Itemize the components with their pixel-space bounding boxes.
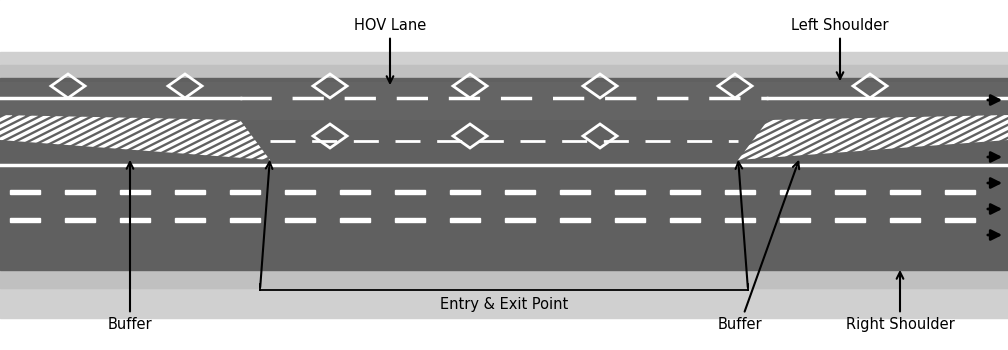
Bar — [450, 218, 480, 222]
Bar — [890, 218, 920, 222]
Bar — [835, 190, 865, 194]
Bar — [615, 218, 645, 222]
Bar — [340, 190, 370, 194]
Bar — [285, 218, 314, 222]
Polygon shape — [738, 115, 1008, 160]
Bar — [0, 288, 1008, 318]
Bar — [670, 190, 700, 194]
Bar — [120, 190, 150, 194]
Bar — [175, 190, 205, 194]
Bar — [505, 218, 535, 222]
Bar — [10, 190, 40, 194]
Bar — [175, 218, 205, 222]
Bar — [890, 190, 920, 194]
Bar — [946, 218, 975, 222]
Bar — [285, 190, 314, 194]
Text: Left Shoulder: Left Shoulder — [791, 18, 889, 79]
Bar — [65, 218, 95, 222]
Bar — [10, 218, 40, 222]
Text: Buffer: Buffer — [108, 162, 152, 332]
Bar — [0, 270, 1008, 288]
Bar — [0, 78, 1008, 270]
Bar — [395, 190, 425, 194]
Polygon shape — [0, 82, 1008, 120]
Bar — [230, 218, 260, 222]
Bar — [560, 190, 590, 194]
Bar — [725, 218, 755, 222]
Bar — [780, 218, 810, 222]
Bar — [835, 218, 865, 222]
Polygon shape — [0, 115, 270, 160]
Bar — [395, 218, 425, 222]
Text: Right Shoulder: Right Shoulder — [846, 272, 955, 332]
Bar — [946, 190, 975, 194]
Bar — [65, 190, 95, 194]
Bar — [230, 190, 260, 194]
Bar — [0, 0, 1008, 52]
Bar — [340, 218, 370, 222]
Bar — [560, 218, 590, 222]
Bar — [0, 65, 1008, 78]
Bar — [505, 190, 535, 194]
Bar — [0, 318, 1008, 350]
Text: HOV Lane: HOV Lane — [354, 18, 426, 83]
Bar — [615, 190, 645, 194]
Bar — [450, 190, 480, 194]
Bar — [670, 218, 700, 222]
Bar — [725, 190, 755, 194]
Bar — [780, 190, 810, 194]
Bar — [120, 218, 150, 222]
Text: Entry & Exit Point: Entry & Exit Point — [439, 297, 569, 312]
Bar — [0, 52, 1008, 65]
Text: Buffer: Buffer — [718, 162, 799, 332]
